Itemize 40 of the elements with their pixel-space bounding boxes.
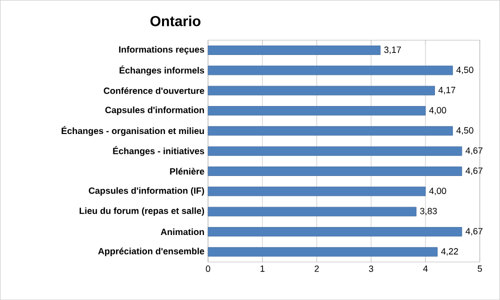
y-tick-label: Informations reçues xyxy=(119,46,204,54)
data-label: 4,00 xyxy=(429,188,446,196)
bar xyxy=(208,126,453,136)
bar xyxy=(208,66,453,76)
y-tick-label: Plénière xyxy=(170,168,204,175)
y-tick-label: Échanges - organisation et milieu xyxy=(62,126,204,136)
y-tick-label: Animation xyxy=(160,228,204,235)
bar xyxy=(208,206,416,216)
y-tick-label: Conférence d'ouverture xyxy=(104,87,204,94)
x-tick-label: 2 xyxy=(314,265,319,272)
y-tick-label: Capsules d'information xyxy=(105,106,204,115)
data-label: 3,17 xyxy=(384,46,401,54)
x-tick-label: 4 xyxy=(423,265,428,272)
bar xyxy=(208,226,462,236)
x-tick-label: 1 xyxy=(260,265,264,272)
x-tick-label: 3 xyxy=(368,265,374,272)
data-label: 4,67 xyxy=(466,228,482,236)
bar xyxy=(208,45,381,55)
data-label: 4,50 xyxy=(456,127,474,135)
y-tick-label: Capsules d'information (IF) xyxy=(88,187,204,196)
bar xyxy=(208,166,462,176)
bar xyxy=(208,86,435,96)
bar xyxy=(208,247,438,257)
bar xyxy=(208,106,426,116)
data-label: 4,00 xyxy=(429,106,446,114)
data-label: 3,83 xyxy=(420,208,437,216)
data-label: 4,67 xyxy=(466,147,482,155)
bar xyxy=(208,186,426,196)
y-tick-label: Appréciation d'ensemble xyxy=(98,248,204,256)
data-label: 4,50 xyxy=(456,66,474,74)
bar xyxy=(208,146,462,156)
data-label: 4,17 xyxy=(438,86,456,94)
data-label: 4,22 xyxy=(441,248,458,256)
y-tick-label: Échanges - initiatives xyxy=(113,146,204,156)
x-tick-label: 0 xyxy=(206,265,210,272)
y-tick-label: Lieu du forum (repas et salle) xyxy=(80,207,204,216)
y-tick-label: Échanges informels xyxy=(120,65,204,76)
chart-title: Ontario xyxy=(150,16,200,26)
x-tick-label: 5 xyxy=(478,265,482,272)
data-label: 4,67 xyxy=(466,167,482,175)
